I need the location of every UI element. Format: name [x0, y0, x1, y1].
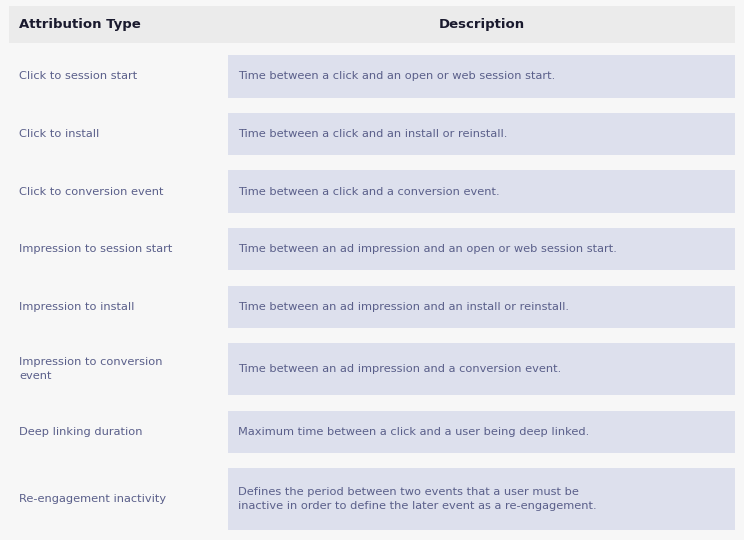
Text: Time between a click and a conversion event.: Time between a click and a conversion ev… [238, 187, 500, 197]
Text: Time between a click and an install or reinstall.: Time between a click and an install or r… [238, 129, 507, 139]
Bar [228, 343, 735, 395]
Bar [9, 465, 735, 534]
Bar [228, 468, 735, 530]
Bar [228, 55, 735, 98]
Text: Impression to conversion
event: Impression to conversion event [19, 357, 163, 381]
Bar [9, 6, 735, 43]
Bar [228, 228, 735, 271]
Bar [228, 113, 735, 155]
Text: Click to conversion event: Click to conversion event [19, 187, 164, 197]
Bar [228, 171, 735, 213]
Bar [9, 408, 735, 456]
Text: Impression to install: Impression to install [19, 302, 135, 312]
Text: Click to session start: Click to session start [19, 71, 138, 82]
Text: Time between a click and an open or web session start.: Time between a click and an open or web … [238, 71, 555, 82]
Text: Re-engagement inactivity: Re-engagement inactivity [19, 494, 167, 504]
Text: Time between an ad impression and an open or web session start.: Time between an ad impression and an ope… [238, 244, 617, 254]
Text: Time between an ad impression and an install or reinstall.: Time between an ad impression and an ins… [238, 302, 569, 312]
Text: Impression to session start: Impression to session start [19, 244, 173, 254]
Text: Maximum time between a click and a user being deep linked.: Maximum time between a click and a user … [238, 427, 589, 437]
Text: Time between an ad impression and a conversion event.: Time between an ad impression and a conv… [238, 364, 561, 374]
Text: Deep linking duration: Deep linking duration [19, 427, 143, 437]
Bar [9, 52, 735, 101]
Bar [9, 167, 735, 216]
Bar [9, 340, 735, 399]
Bar [9, 110, 735, 158]
Bar [228, 286, 735, 328]
Bar [9, 282, 735, 332]
Bar [9, 225, 735, 274]
Text: Click to install: Click to install [19, 129, 100, 139]
Text: Description: Description [439, 18, 525, 31]
Bar [228, 411, 735, 453]
Text: Defines the period between two events that a user must be
inactive in order to d: Defines the period between two events th… [238, 487, 597, 511]
Text: Attribution Type: Attribution Type [19, 18, 141, 31]
